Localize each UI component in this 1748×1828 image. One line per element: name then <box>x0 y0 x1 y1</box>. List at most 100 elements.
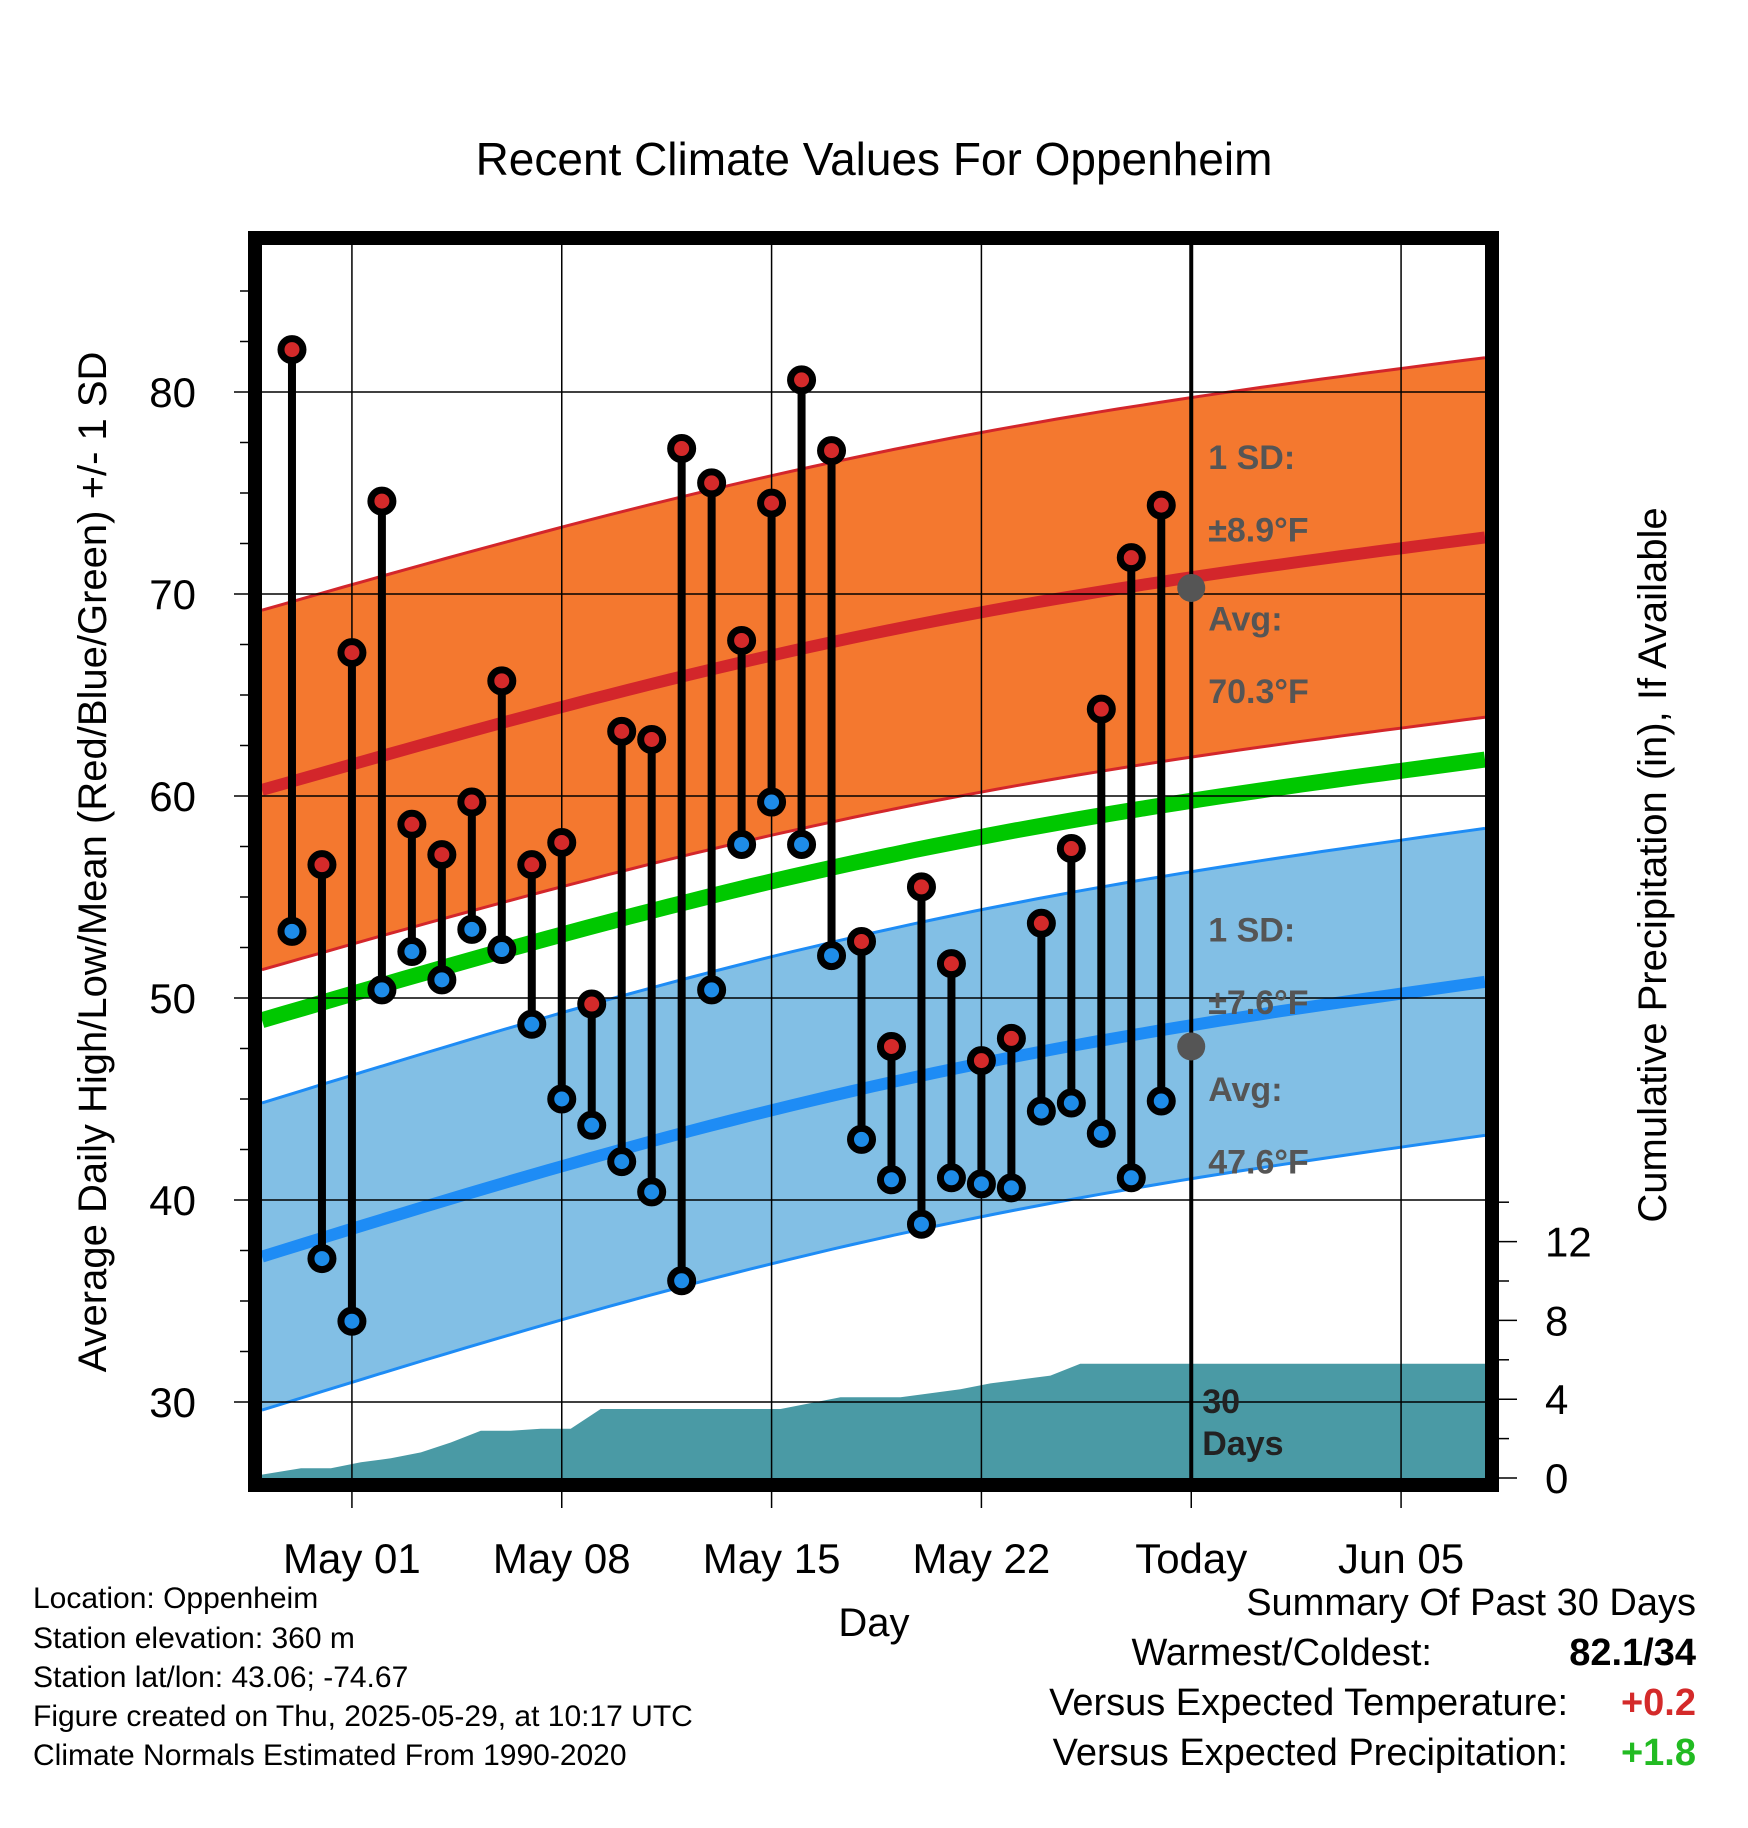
low-sd-label: 1 SD: <box>1208 911 1295 949</box>
daily-high-point <box>966 1046 996 1076</box>
daily-high-point <box>936 949 966 979</box>
info-created: Figure created on Thu, 2025-05-29, at 10… <box>33 1700 693 1733</box>
daily-high-point <box>727 625 757 655</box>
daily-low-point <box>876 1165 906 1195</box>
daily-low-point <box>787 829 817 859</box>
summary-warm-cold-label: Warmest/Coldest: <box>1131 1632 1432 1674</box>
daily-low-point <box>1116 1163 1146 1193</box>
summary-title: Summary Of Past 30 Days <box>1246 1582 1696 1624</box>
x-tick-label: Today <box>1135 1535 1247 1582</box>
high-normal-band <box>262 357 1485 970</box>
y-axis-label: Average Daily High/Low/Mean (Red/Blue/Gr… <box>71 352 115 1373</box>
low-avg-value: 47.6°F <box>1208 1144 1309 1182</box>
low-avg-label: Avg: <box>1208 1071 1282 1109</box>
info-latlon: Station lat/lon: 43.06; -74.67 <box>33 1661 409 1694</box>
daily-low-point <box>817 941 847 971</box>
x-axis-label: Day <box>838 1601 909 1645</box>
daily-low-point <box>577 1110 607 1140</box>
info-location: Location: Oppenheim <box>33 1582 319 1615</box>
daily-low-point <box>996 1173 1026 1203</box>
daily-low-point <box>847 1124 877 1154</box>
y2-tick-label: 12 <box>1545 1219 1592 1266</box>
info-normals: Climate Normals Estimated From 1990-2020 <box>33 1739 627 1772</box>
plot-frame <box>248 231 1499 1492</box>
daily-high-point <box>547 827 577 857</box>
high-normal-band-upper-edge <box>262 356 1485 612</box>
daily-high-point <box>1116 543 1146 573</box>
y-tick-label: 70 <box>149 571 196 618</box>
daily-high-point <box>397 809 427 839</box>
daily-low-point <box>607 1147 637 1177</box>
daily-low-point <box>547 1084 577 1114</box>
daily-high-point <box>1086 694 1116 724</box>
daily-low-point <box>427 965 457 995</box>
daily-high-point <box>637 724 667 754</box>
high-avg-value: 70.3°F <box>1208 673 1309 711</box>
high-sd-value: ±8.9°F <box>1208 511 1308 549</box>
info-elevation: Station elevation: 360 m <box>33 1622 355 1655</box>
daily-high-point <box>996 1023 1026 1053</box>
daily-low-point <box>1026 1096 1056 1126</box>
daily-low-point <box>1146 1086 1176 1116</box>
plot-area: 1 SD: ±8.9°F Avg: 70.3°F 1 SD: ±7.6°F Avg: 47.6… <box>262 245 1485 1478</box>
daily-high-point <box>337 638 367 668</box>
chart-title: Recent Climate Values For Oppenheim <box>476 133 1273 185</box>
x-tick-label: Jun 05 <box>1338 1535 1464 1582</box>
daily-low-point <box>307 1244 337 1274</box>
high-avg-label: Avg: <box>1208 600 1282 638</box>
today-high-avg-marker <box>1177 573 1206 602</box>
y2-tick-label: 4 <box>1545 1376 1568 1423</box>
y2-axis-label: Cumulative Precipitation (in), If Availa… <box>1631 507 1675 1222</box>
daily-high-point <box>487 666 517 696</box>
daily-low-point <box>727 829 757 859</box>
today-days-label-part: 30 <box>1202 1383 1240 1421</box>
daily-high-point <box>457 787 487 817</box>
x-tick-label: May 15 <box>703 1535 841 1582</box>
daily-high-point <box>277 335 307 365</box>
daily-low-point <box>457 914 487 944</box>
daily-high-point <box>1146 490 1176 520</box>
today-low-avg-marker <box>1177 1032 1206 1061</box>
daily-high-point <box>906 872 936 902</box>
daily-low-point <box>1086 1118 1116 1148</box>
daily-low-point <box>966 1169 996 1199</box>
y2-tick-label: 8 <box>1545 1297 1568 1344</box>
high-normal-band-lower-edge <box>262 715 1485 972</box>
daily-high-point <box>427 840 457 870</box>
daily-low-point <box>697 975 727 1005</box>
daily-high-point <box>787 365 817 395</box>
x-tick-label: May 01 <box>283 1535 421 1582</box>
daily-low-point <box>1056 1088 1086 1118</box>
low-sd-value: ±7.6°F <box>1208 984 1308 1022</box>
daily-low-point <box>936 1163 966 1193</box>
daily-high-point <box>876 1031 906 1061</box>
low-normal-band-upper-edge <box>262 826 1485 1105</box>
mean-normal-line <box>262 751 1485 1028</box>
daily-low-point <box>637 1177 667 1207</box>
y-tick-label: 80 <box>149 369 196 416</box>
low-normal-band-lower-edge <box>262 1133 1485 1412</box>
y-tick-label: 40 <box>149 1177 196 1224</box>
daily-high-point <box>667 434 697 464</box>
daily-high-point <box>757 488 787 518</box>
low-normal-band <box>262 828 1485 1411</box>
summary-temp-label: Versus Expected Temperature: <box>1049 1682 1568 1724</box>
summary-temp-value: +0.2 <box>1620 1682 1696 1724</box>
daily-low-point <box>517 1009 547 1039</box>
precip-area <box>262 1363 1485 1478</box>
daily-low-point <box>367 975 397 1005</box>
summary-precip-label: Versus Expected Precipitation: <box>1052 1732 1568 1774</box>
daily-low-point <box>667 1266 697 1296</box>
y-tick-label: 50 <box>149 975 196 1022</box>
daily-low-point <box>397 937 427 967</box>
low-normal-line <box>262 975 1485 1263</box>
x-tick-label: May 22 <box>913 1535 1051 1582</box>
summary-warm-cold-value: 82.1/34 <box>1569 1632 1696 1674</box>
summary-precip-value: +1.8 <box>1620 1732 1696 1774</box>
y-tick-label: 60 <box>149 773 196 820</box>
daily-high-point <box>1026 908 1056 938</box>
today-days-label-part: Days <box>1202 1425 1283 1463</box>
daily-high-point <box>607 716 637 746</box>
daily-high-point <box>517 850 547 880</box>
